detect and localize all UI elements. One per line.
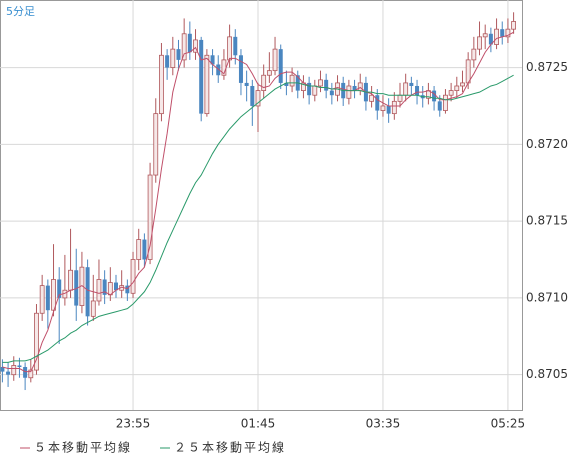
candle-body	[375, 95, 380, 111]
candle-body	[437, 101, 442, 111]
candle-body	[324, 79, 329, 91]
candle-body	[165, 55, 170, 68]
x-tick-label: 23:55	[116, 417, 151, 431]
candle-body	[346, 85, 352, 99]
candle-body	[23, 367, 28, 378]
candle-body	[443, 94, 448, 111]
x-tick-label: 05:25	[491, 417, 526, 431]
candle-body	[227, 36, 233, 61]
x-tick-label: 03:35	[366, 417, 401, 431]
y-tick-label: 0.8705	[526, 367, 568, 381]
candle-body	[505, 28, 511, 38]
candle-body	[500, 29, 505, 37]
candle-body	[471, 48, 477, 61]
candle-body	[147, 174, 153, 260]
candle-body	[238, 55, 243, 83]
chart-title: 5分足	[6, 5, 35, 18]
candle-body	[448, 90, 454, 96]
candle-body	[318, 79, 323, 87]
candle-body	[415, 85, 420, 96]
candle-body	[329, 90, 334, 96]
candle-body	[74, 270, 79, 306]
candle-body	[352, 85, 357, 91]
candle-body	[57, 279, 62, 298]
y-tick-label: 0.8720	[526, 137, 568, 151]
candle-body	[250, 85, 255, 106]
candle-body	[255, 90, 261, 107]
candle-body	[278, 49, 283, 83]
candle-body	[34, 312, 39, 371]
candle-body	[380, 105, 386, 111]
candle-body	[125, 285, 130, 294]
candle-body	[272, 48, 278, 72]
candle-body	[244, 82, 249, 86]
candle-body	[284, 82, 289, 86]
moving-average-line	[2, 31, 514, 373]
candle-body	[11, 365, 17, 376]
candle-body	[39, 285, 45, 314]
y-tick-label: 0.8725	[526, 60, 568, 74]
candle-body	[465, 59, 471, 84]
candle-body	[488, 33, 493, 45]
candle-body	[107, 282, 113, 296]
candle-body	[216, 64, 221, 76]
candle-body	[477, 36, 482, 50]
candle-body	[312, 85, 318, 96]
candle-body	[397, 94, 403, 102]
legend-label: ５本移動平均線	[34, 440, 132, 455]
candle-body	[51, 279, 56, 311]
candle-body	[153, 113, 159, 176]
candle-body	[204, 54, 210, 115]
candle-body	[261, 74, 267, 91]
candle-body	[482, 33, 488, 38]
candle-body	[170, 48, 176, 68]
candle-body	[210, 55, 215, 65]
candle-body	[432, 90, 437, 102]
candle-body	[289, 74, 295, 87]
candle-body	[90, 300, 96, 317]
candle-body	[386, 105, 391, 114]
candle-body	[511, 21, 517, 30]
candle-body	[130, 259, 136, 294]
legend-label: ２５本移動平均線	[174, 440, 286, 455]
x-tick-label: 01:45	[241, 417, 276, 431]
candle-body	[96, 279, 102, 302]
candle-body	[403, 82, 409, 96]
candle-body	[454, 85, 460, 91]
candle-body	[28, 369, 34, 379]
candle-body	[460, 82, 465, 87]
candle-body	[391, 100, 397, 115]
plot-area	[0, 0, 523, 411]
candle-body	[176, 49, 181, 60]
candle-body	[409, 82, 414, 86]
candle-body	[68, 269, 73, 291]
y-tick-label: 0.8710	[526, 290, 568, 304]
candle-body	[187, 33, 192, 53]
y-tick-label: 0.8715	[526, 214, 568, 228]
candle-body	[199, 39, 204, 114]
candle-body	[193, 39, 198, 53]
candle-body	[45, 285, 50, 311]
candle-body	[114, 282, 118, 291]
candle-body	[0, 367, 5, 372]
candle-body	[266, 70, 272, 76]
candle-body	[494, 28, 499, 45]
candle-body	[102, 279, 107, 295]
candle-body	[17, 365, 22, 368]
candle-body	[142, 239, 147, 260]
candle-body	[307, 82, 312, 96]
candle-body	[136, 239, 142, 260]
candle-body	[357, 82, 363, 91]
candle-body	[369, 94, 375, 102]
moving-average-line	[2, 74, 514, 363]
candle-body	[233, 36, 238, 56]
candle-body	[159, 54, 164, 115]
candle-body	[6, 371, 11, 375]
candle-body	[181, 33, 187, 61]
candle-body	[85, 267, 90, 317]
